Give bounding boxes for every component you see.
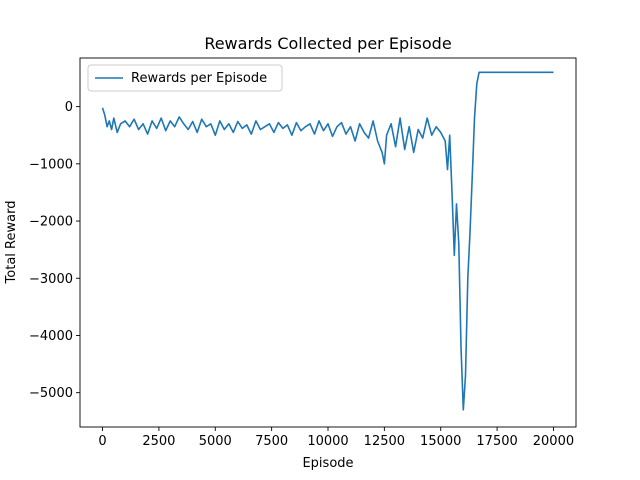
x-tick-label: 0: [98, 434, 106, 449]
x-tick-label: 10000: [307, 434, 348, 449]
y-tick-label: −4000: [29, 329, 73, 344]
y-tick-label: 0: [65, 100, 73, 115]
series-line-rewards-per-episode: [101, 71, 554, 411]
legend: Rewards per Episode: [87, 64, 283, 92]
x-tick-label: 12500: [364, 434, 405, 449]
legend-label: Rewards per Episode: [131, 71, 267, 86]
chart-title: Rewards Collected per Episode: [204, 34, 451, 53]
x-tick-label: 7500: [255, 434, 288, 449]
x-tick-label: 5000: [199, 434, 232, 449]
y-tick-label: −1000: [29, 157, 73, 172]
axes-frame: [79, 57, 577, 428]
y-tick-label: −3000: [29, 272, 73, 287]
y-tick-label: −5000: [29, 386, 73, 401]
legend-box: [87, 64, 283, 92]
y-tick-label: −2000: [29, 215, 73, 230]
plot-background: [80, 58, 576, 427]
x-axis-label: Episode: [302, 456, 353, 471]
x-tick-label: 17500: [476, 434, 517, 449]
plot-area: 0 2500 5000 7500 10000 12500 15000 17500 20000 0…: [29, 57, 577, 449]
x-tick-label: 2500: [142, 434, 175, 449]
y-axis-ticks: 0 −1000 −2000 −3000 −4000 −5000: [29, 100, 80, 401]
x-tick-label: 20000: [533, 434, 574, 449]
x-tick-label: 15000: [420, 434, 461, 449]
x-axis-ticks: 0 2500 5000 7500 10000 12500 15000 17500 20000: [98, 427, 574, 449]
y-axis-label: Total Reward: [4, 201, 19, 285]
